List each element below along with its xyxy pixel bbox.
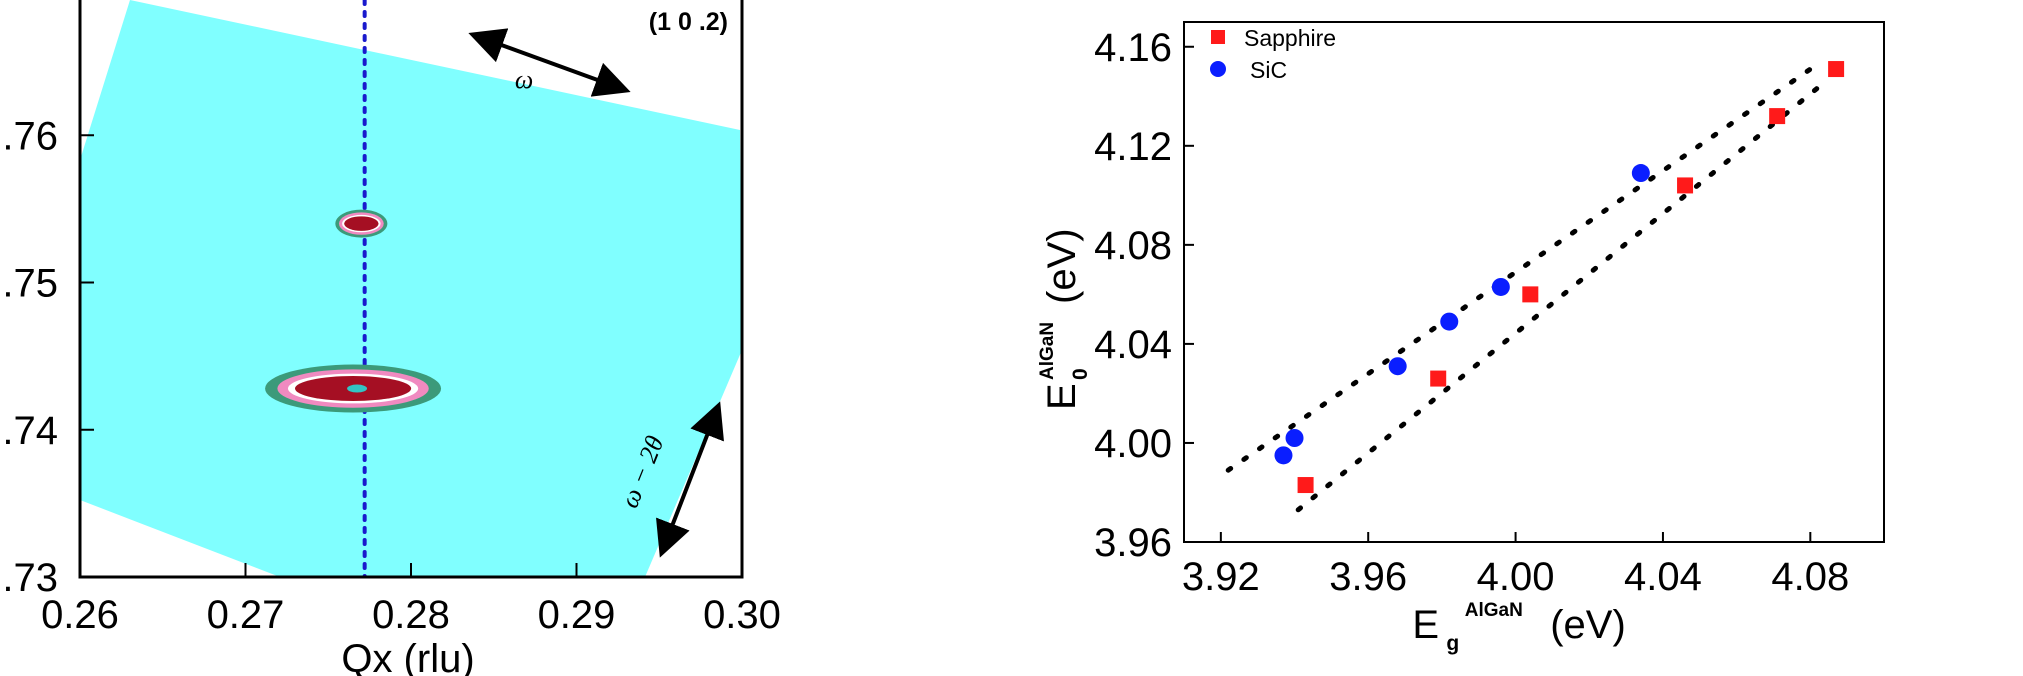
scatter-x-tick-label: 3.96	[1329, 555, 1407, 599]
data-point-sapphire	[1828, 61, 1845, 78]
scatter-y-tick-label: 4.00	[1094, 422, 1172, 466]
peak-maximum	[347, 384, 368, 393]
legend-marker-sic	[1210, 61, 1226, 77]
fit-lines	[1225, 61, 1832, 513]
data-point-sapphire	[1677, 177, 1694, 194]
data-point-sapphire	[1430, 370, 1447, 387]
rsm-panel: 0.26 0.27 0.28 0.29 0.30 .73 .74 .75 .76 Qx (rl…	[2, 0, 781, 676]
rsm-x-tick-label: 0.30	[703, 593, 781, 637]
omega-scan-arrow	[468, 28, 631, 97]
scatter-x-tick-label: 4.00	[1477, 555, 1555, 599]
peak-layer	[265, 209, 442, 413]
legend-label-sapphire: Sapphire	[1244, 25, 1336, 51]
rsm-x-tick-label: 0.28	[372, 593, 450, 637]
scatter-x-tick-label: 4.04	[1624, 555, 1702, 599]
rsm-reflection-annotation: (1 0 .2)	[649, 8, 728, 36]
rsm-y-tick-label: .75	[2, 262, 58, 306]
data-point-sic	[1285, 429, 1304, 447]
x-title-sup: AlGaN	[1465, 600, 1523, 621]
scatter-x-tick-label: 3.92	[1182, 555, 1260, 599]
data-point-sapphire	[1522, 286, 1539, 303]
data-point-sic	[1491, 277, 1510, 296]
rsm-x-tick-label: 0.26	[41, 593, 119, 637]
data-point-sapphire	[1769, 108, 1786, 125]
rsm-y-tick-label: .76	[2, 114, 58, 158]
scatter-y-tick-label: 4.16	[1094, 26, 1172, 70]
legend-marker-sapphire	[1211, 30, 1225, 44]
omega-2theta-scan-arrow	[656, 401, 724, 558]
data-point-sic	[1274, 446, 1293, 465]
y-title-sup: AlGaN	[1037, 322, 1058, 380]
y-title-main: E	[1040, 383, 1084, 410]
scatter-y-tick-label: 4.04	[1094, 323, 1172, 367]
legend-label-sic: SiC	[1250, 57, 1287, 83]
scatter-x-tick-label: 4.08	[1771, 555, 1849, 599]
rsm-y-ticks: .73 .74 .75 .76	[2, 114, 94, 600]
x-title-unit: (eV)	[1550, 603, 1626, 647]
rsm-y-tick-label: .74	[2, 409, 58, 453]
rsm-y-tick-label: .73	[2, 556, 58, 600]
scan-region	[80, 0, 742, 577]
data-point-sapphire	[1297, 477, 1314, 494]
rsm-x-tick-label: 0.29	[538, 593, 616, 637]
rsm-x-ticks: 0.26 0.27 0.28 0.29 0.30	[41, 563, 781, 637]
scatter-x-axis-title: E AlGaN g (eV)	[1412, 600, 1625, 655]
data-point-sic	[1631, 164, 1650, 183]
scatter-y-tick-label: 4.12	[1094, 125, 1172, 169]
omega-label: ω	[515, 65, 533, 94]
scatter-panel: 3.92 3.96 4.00 4.04 4.08 3.964.004.044.084.1…	[1037, 21, 1885, 655]
y-title-unit: (eV)	[1040, 228, 1084, 304]
scatter-y-ticks: 3.96 4.00 4.04 4.08 4.12 4.16	[1094, 26, 1194, 565]
scatter-legend: Sapphire SiC	[1210, 25, 1336, 83]
fit-line	[1225, 61, 1821, 473]
x-title-sub: g	[1446, 632, 1459, 655]
fit-line	[1295, 76, 1832, 513]
scatter-y-tick-label: 3.96	[1094, 521, 1172, 565]
data-point-sic	[1440, 312, 1459, 331]
scatter-x-ticks: 3.92 3.96 4.00 4.04 4.08	[1182, 532, 1849, 599]
diffraction-peak	[265, 364, 442, 413]
peak-contour	[344, 216, 379, 231]
x-title-main: E	[1412, 603, 1439, 647]
rsm-x-axis-title: Qx (rlu)	[341, 637, 474, 676]
data-point-sic	[1388, 357, 1407, 376]
y-title-sub: 0	[1069, 368, 1092, 380]
scatter-y-axis-title: E AlGaN 0 (eV)	[1037, 228, 1092, 410]
rsm-plot-area	[80, 0, 742, 577]
scatter-y-tick-label: 4.08	[1094, 224, 1172, 268]
data-markers	[1274, 61, 1845, 494]
rsm-x-tick-label: 0.27	[207, 593, 285, 637]
diffraction-peak	[335, 209, 388, 238]
scatter-frame	[1183, 21, 1885, 543]
